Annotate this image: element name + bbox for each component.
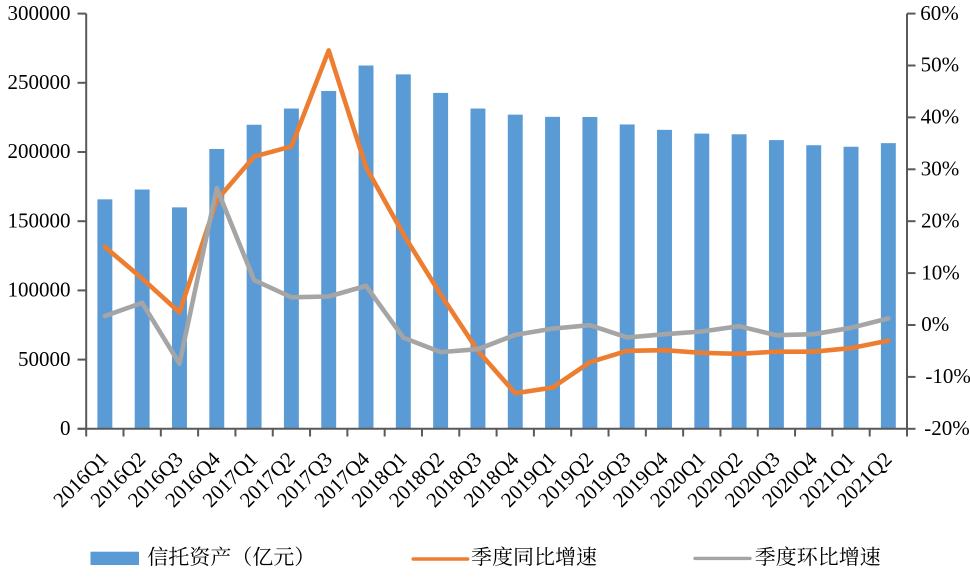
svg-text:10%: 10%: [921, 260, 960, 284]
svg-text:150000: 150000: [8, 208, 71, 232]
svg-text:50%: 50%: [921, 53, 960, 77]
svg-text:50000: 50000: [18, 347, 71, 371]
svg-text:300000: 300000: [8, 1, 71, 25]
svg-text:-20%: -20%: [924, 416, 970, 440]
svg-text:-10%: -10%: [925, 364, 970, 388]
svg-text:250000: 250000: [8, 70, 71, 94]
svg-text:60%: 60%: [920, 1, 959, 25]
svg-text:40%: 40%: [921, 105, 960, 129]
svg-text:200000: 200000: [8, 139, 71, 163]
svg-text:20%: 20%: [921, 208, 960, 232]
svg-text:100000: 100000: [8, 278, 71, 302]
svg-text:0: 0: [60, 416, 71, 440]
svg-text:0%: 0%: [921, 312, 949, 336]
svg-text:30%: 30%: [921, 157, 960, 181]
